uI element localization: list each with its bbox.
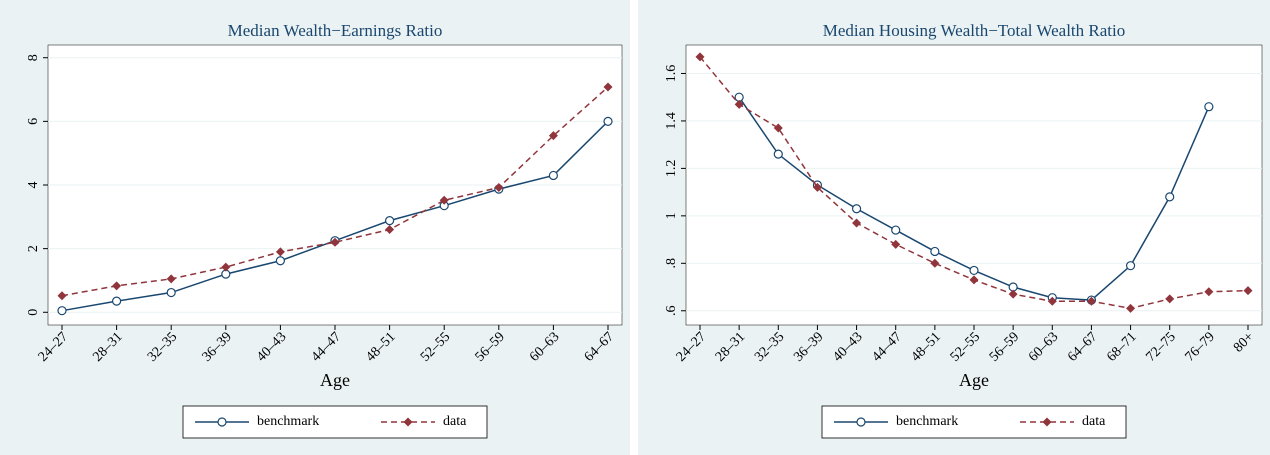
data-point (57, 306, 67, 316)
y-tick-label: .8 (664, 258, 679, 269)
data-point (330, 237, 340, 247)
data-point (275, 256, 285, 266)
data-point (385, 216, 395, 226)
data-point (603, 82, 613, 92)
data-point (221, 262, 231, 272)
y-tick-label: 1.4 (664, 112, 679, 130)
data-point (112, 281, 122, 291)
data-point (969, 275, 979, 285)
data-point (439, 195, 449, 205)
data-point (852, 218, 862, 228)
data-point (1243, 286, 1253, 296)
data-point (851, 204, 862, 214)
data-point (1126, 303, 1136, 313)
data-point (891, 239, 901, 249)
data-point (773, 123, 783, 133)
data-point (812, 182, 822, 192)
legend-label: data (443, 414, 467, 429)
data-point (603, 116, 613, 126)
y-tick-label: 1.6 (664, 65, 679, 83)
x-axis-title: Age (959, 370, 989, 390)
data-point (1165, 294, 1175, 304)
data-point (548, 131, 558, 141)
chart-title: Median Wealth−Earnings Ratio (228, 21, 443, 40)
legend-marker (1042, 417, 1052, 427)
legend-label: benchmark (257, 414, 319, 429)
y-tick-label: 8 (26, 54, 41, 61)
data-point (969, 265, 979, 276)
y-tick-label: 4 (26, 182, 41, 189)
y-tick-label: 2 (26, 245, 41, 252)
legend-label: benchmark (896, 414, 958, 429)
data-point (1204, 102, 1214, 112)
data-point (1047, 296, 1057, 306)
legend-marker (403, 417, 413, 427)
data-point (1086, 296, 1096, 306)
data-point (1008, 289, 1018, 299)
data-point (166, 274, 176, 284)
y-tick-label: 0 (26, 309, 41, 316)
chart-title: Median Housing Wealth−Total Wealth Ratio (823, 21, 1125, 40)
legend-marker (217, 417, 227, 427)
y-tick-label: .6 (664, 306, 679, 317)
data-point (734, 99, 744, 109)
data-point (930, 258, 940, 268)
x-axis-title: Age (320, 370, 350, 390)
legend-marker (856, 417, 866, 427)
data-point (773, 149, 783, 159)
legend-label: data (1082, 414, 1106, 429)
data-point (111, 296, 122, 306)
data-point (385, 225, 395, 235)
data-point (494, 183, 504, 193)
data-point (695, 52, 705, 62)
y-tick-label: 1.2 (664, 160, 679, 178)
y-tick-label: 6 (26, 118, 41, 125)
y-tick-label: 1 (664, 212, 679, 219)
series-line (61, 86, 609, 297)
data-point (166, 287, 176, 298)
data-point (548, 170, 559, 181)
data-point (891, 225, 901, 235)
data-point (57, 291, 67, 301)
data-point (1125, 261, 1136, 271)
data-point (1165, 192, 1175, 202)
data-point (275, 247, 285, 257)
data-point (930, 246, 940, 257)
data-point (1204, 287, 1214, 297)
chart-panel: Median Housing Wealth−Total Wealth Ratio… (638, 0, 1270, 455)
